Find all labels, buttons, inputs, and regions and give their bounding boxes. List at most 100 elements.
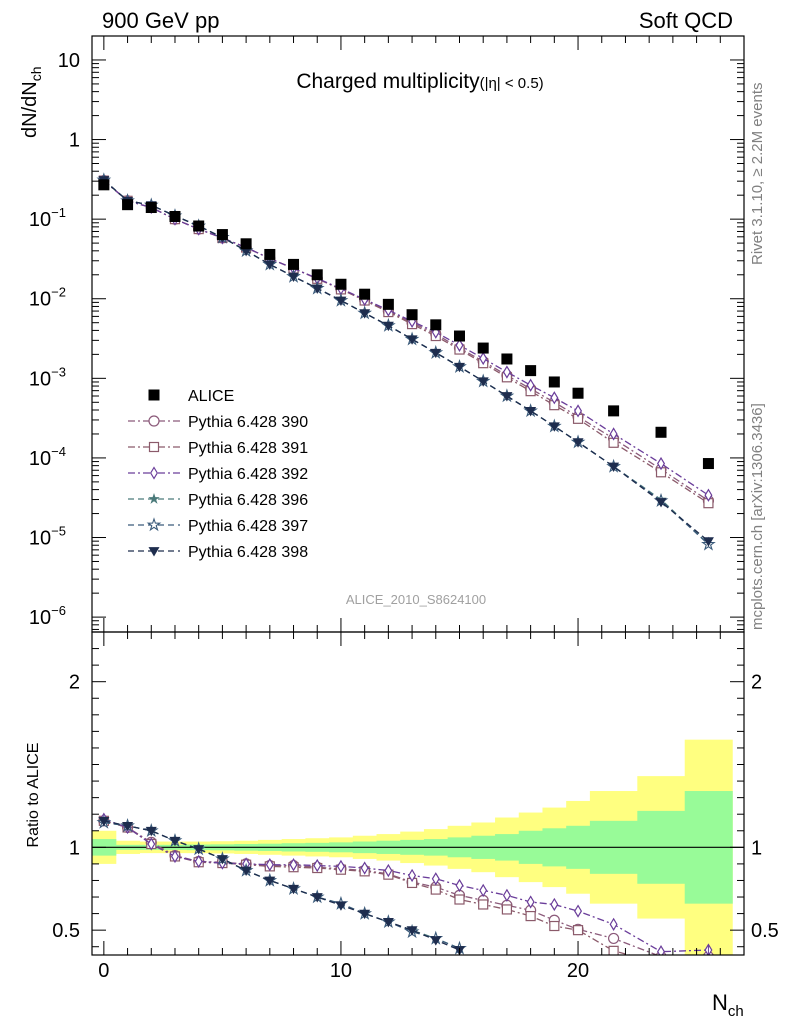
main-data-point [477,342,489,354]
ratio-data-point [478,899,489,910]
legend: ALICE Pythia 6.428 390 Pythia 6.428 391 Pyt… [128,388,308,561]
ratio-data-point [430,936,442,946]
main-series-line [103,180,709,504]
legend-marker [148,493,160,504]
legend-label: Pythia 6.428 397 [188,518,308,535]
main-data-point [311,269,323,281]
ratio-data-point [657,945,666,955]
legend-entry: Pythia 6.428 398 [128,544,308,561]
ratio-data-point [98,816,110,827]
main-data-point [609,427,618,441]
y-tick-label: 10−4 [29,444,66,470]
ratio-data-point [525,910,536,922]
mcplots-label: mcplots.cern.ch [arXiv:1306.3436] [749,403,766,630]
main-data-point [572,438,584,448]
main-data-point [193,220,205,232]
ratio-data-point [501,904,513,915]
ratio-y-axis-label: Ratio to ALICE [25,743,42,848]
main-data-point [572,387,584,399]
main-data-point [122,199,134,211]
main-data-point [430,348,442,359]
main-data-point [655,498,667,508]
legend-label: Pythia 6.428 390 [188,414,308,431]
main-data-point [526,378,535,392]
legend-label: Pythia 6.428 391 [188,440,308,457]
main-series-line [103,179,709,542]
x-tick-label: 10 [330,960,352,982]
main-data-point [501,353,513,365]
main-data-point [548,422,560,432]
main-data-point [216,229,228,241]
main-data-point [502,365,511,379]
ratio-data-point [454,894,465,905]
ratio-series-line [103,818,709,953]
main-data-point [169,210,181,222]
ratio-uncertainty-bands [92,739,744,955]
main-data-point [608,462,620,473]
main-data-point [548,376,560,388]
ratio-data-point [549,920,560,932]
ratio-data-point [502,888,511,903]
y-tick-label: 10−6 [29,603,66,629]
main-data-point [359,309,371,319]
ratio-data-point [408,868,417,883]
ratio-data-point [335,901,347,911]
main-data-point [608,405,620,417]
ratio-data-point [193,845,205,855]
ratio-data-point [609,917,618,932]
ratio-data-point [311,893,323,903]
ratio-y-tick-label-right: 0.5 [751,920,779,942]
legend-entry: Pythia 6.428 390 [128,414,308,431]
ratio-series-pythia-6-428-398 [98,816,465,955]
legend-entry: Pythia 6.428 397 [128,517,308,535]
main-data-point [359,288,371,300]
ratio-data-point [550,897,559,912]
ratio-data-point [608,945,619,955]
ratio-data-point [336,859,345,874]
main-data-point [525,407,537,417]
ratio-axes: 0.5 0.51 12 20 10 20 [52,631,779,982]
ratio-data-point [430,884,441,895]
ratio-y-tick-label-right: 2 [751,672,762,694]
main-data-point [406,335,418,345]
header-right: Soft QCD [639,8,733,33]
ratio-data-point [384,863,393,878]
rivet-version-label: Rivet 3.1.10, ≥ 2.2M events [749,83,766,266]
ratio-data-point [170,849,179,864]
ratio-data-point [704,959,713,968]
main-data-point [574,404,583,418]
legend-marker [148,441,160,453]
main-data-point [453,330,465,342]
y-axis-label: dN/dNch [19,67,44,139]
legend-label: ALICE [188,388,234,405]
main-data-point [702,458,714,470]
y-tick-label: 10−5 [29,524,66,550]
ratio-data-point [240,866,252,877]
ratio-data-point [572,925,584,936]
main-series-line [103,179,709,545]
plot-title: Charged multiplicity(|η| < 0.5) [296,70,543,93]
legend-marker [148,415,160,427]
ratio-data-point [122,821,134,832]
main-data-point [335,278,347,290]
y-tick-label: 10 [58,50,80,72]
x-tick-label: 20 [567,960,589,982]
legend-entry: Pythia 6.428 396 [128,492,308,509]
main-data-point [455,338,464,352]
ratio-data-point [382,918,394,928]
legend-entry: ALICE [148,388,234,405]
ratio-data-point [526,895,535,909]
legend-label: Pythia 6.428 396 [188,492,308,509]
ratio-data-point [455,878,464,893]
main-data-point [477,377,489,387]
main-plot-frame [91,35,745,633]
ratio-data-point [431,872,440,886]
legend-label: Pythia 6.428 392 [188,466,308,483]
legend-marker [150,466,158,480]
main-data-point [145,202,157,214]
main-data-point [406,309,418,321]
ratio-data-point [147,837,156,851]
main-data-point [288,272,300,283]
main-data-point [702,537,714,547]
